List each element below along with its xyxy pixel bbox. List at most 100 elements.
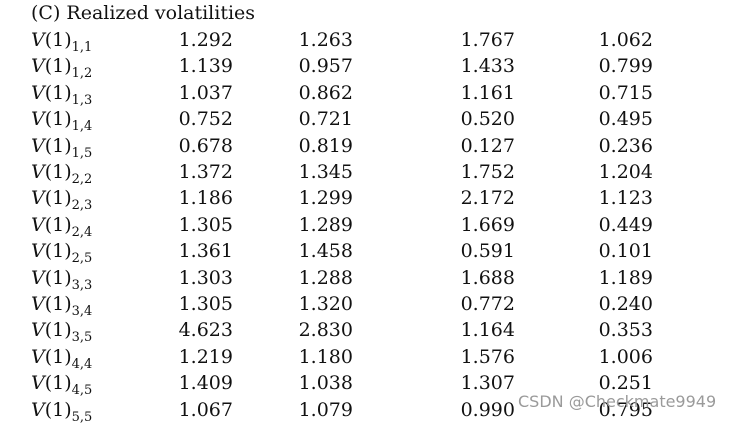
table-cell: 0.819: [298, 134, 353, 157]
table-cell: 1.292: [178, 29, 233, 51]
label-variable: V: [31, 240, 45, 263]
table-cell: 1.164: [460, 319, 515, 342]
table-cell: 0.795: [598, 398, 653, 421]
row-label: V(1)4,5: [31, 370, 93, 399]
row-label: V(1)2,2: [31, 159, 93, 187]
table-row: V(1)3,3 1.303 1.288 1.688 1.189: [0, 265, 735, 293]
table-cell: 0.990: [460, 398, 515, 421]
label-argument: (1): [44, 398, 72, 421]
row-label: V(1)5,5: [31, 397, 93, 425]
table-cell: 1.263: [298, 29, 353, 51]
table-cell: 0.449: [598, 213, 653, 236]
label-argument: (1): [44, 55, 72, 78]
table-row: V(1)3,5 4.623 2.830 1.164 0.353: [0, 317, 735, 344]
row-label: V(1)1,5: [31, 133, 93, 161]
label-variable: V: [31, 108, 45, 131]
table-cell: 4.623: [178, 319, 233, 342]
table-cell: 1.062: [598, 29, 653, 51]
label-subscript: 5,5: [71, 409, 93, 425]
section-heading: (C) Realized volatilities: [31, 2, 256, 24]
table-cell: 1.767: [460, 29, 515, 51]
table-cell: 0.678: [178, 134, 233, 157]
label-variable: V: [31, 266, 45, 289]
table-cell: 1.204: [598, 161, 653, 183]
table-cell: 1.299: [298, 187, 353, 210]
label-argument: (1): [44, 345, 72, 368]
table-cell: 0.495: [598, 108, 653, 131]
table-cell: 0.127: [460, 134, 515, 157]
table-row: V(1)3,4 1.305 1.320 0.772 0.240: [0, 291, 735, 319]
label-variable: V: [31, 161, 45, 183]
table-cell: 1.305: [178, 293, 233, 315]
table-cell: 1.067: [178, 398, 233, 421]
table-cell: 2.172: [460, 187, 515, 210]
table-cell: 1.433: [460, 55, 515, 78]
table-cell: 1.161: [460, 81, 515, 104]
label-subscript: 1,5: [71, 145, 93, 161]
table-cell: 1.345: [298, 161, 353, 183]
row-label: V(1)3,3: [31, 265, 93, 293]
table-row: V(1)1,3 1.037 0.862 1.161 0.715: [0, 80, 735, 107]
table-row: V(1)1,2 1.139 0.957 1.433 0.799: [0, 53, 735, 82]
table-cell: 1.669: [460, 213, 515, 236]
label-variable: V: [31, 398, 45, 421]
label-subscript: 4,4: [71, 356, 93, 372]
label-argument: (1): [44, 134, 72, 157]
label-argument: (1): [44, 240, 72, 263]
label-variable: V: [31, 81, 45, 104]
label-argument: (1): [44, 108, 72, 131]
table-cell: 0.101: [598, 240, 653, 263]
label-argument: (1): [44, 161, 72, 183]
label-variable: V: [31, 319, 45, 342]
label-variable: V: [31, 29, 45, 51]
table-cell: 1.189: [598, 266, 653, 289]
table-row: V(1)2,3 1.186 1.299 2.172 1.123: [0, 185, 735, 214]
table-cell: 1.576: [460, 345, 515, 368]
label-subscript: 2,3: [71, 198, 93, 214]
table-cell: 1.289: [298, 213, 353, 236]
label-argument: (1): [44, 29, 72, 51]
table-cell: 1.139: [178, 55, 233, 78]
table-cell: 0.251: [598, 372, 653, 395]
table-cell: 0.862: [298, 81, 353, 104]
row-label: V(1)2,3: [31, 185, 93, 214]
table-cell: 0.715: [598, 81, 653, 104]
row-label: V(1)2,4: [31, 212, 93, 240]
label-subscript: 2,4: [71, 224, 93, 240]
label-variable: V: [31, 372, 45, 395]
row-label: V(1)4,4: [31, 344, 93, 372]
row-label: V(1)1,3: [31, 80, 92, 107]
table-row: V(1)4,4 1.219 1.180 1.576 1.006: [0, 344, 735, 372]
table-cell: 0.772: [460, 293, 515, 315]
label-argument: (1): [44, 266, 72, 289]
table-row: V(1)2,5 1.361 1.458 0.591 0.101: [0, 238, 735, 265]
label-argument: (1): [44, 372, 72, 395]
table-cell: 0.957: [298, 55, 353, 78]
label-variable: V: [31, 213, 45, 236]
table-cell: 0.799: [598, 55, 653, 78]
table-cell: 0.520: [460, 108, 515, 131]
label-subscript: 4,5: [71, 383, 93, 399]
table-cell: 0.353: [598, 319, 653, 342]
table-cell: 1.320: [298, 293, 353, 315]
table-cell: 0.752: [178, 108, 233, 131]
table-cell: 1.307: [460, 372, 515, 395]
table-cell: 1.037: [178, 81, 233, 104]
table-row: V(1)2,4 1.305 1.289 1.669 0.449: [0, 212, 735, 240]
label-subscript: 3,3: [71, 277, 93, 293]
label-subscript: 1,2: [71, 66, 93, 82]
label-subscript: 2,2: [71, 172, 93, 187]
table-cell: 2.830: [298, 319, 353, 342]
label-subscript: 3,4: [71, 304, 93, 319]
watermark: CSDN @Checkmate9949: [518, 392, 717, 411]
table-row: V(1)2,2 1.372 1.345 1.752 1.204: [0, 159, 735, 187]
row-label: V(1)1,4: [31, 106, 92, 133]
table-row: V(1)4,5 1.409 1.038 1.307 0.251: [0, 370, 735, 399]
label-variable: V: [31, 345, 45, 368]
table-row: V(1)1,5 0.678 0.819 0.127 0.236: [0, 133, 735, 161]
table-cell: 1.752: [460, 161, 515, 183]
label-argument: (1): [44, 319, 72, 342]
table-cell: 0.591: [460, 240, 515, 263]
table-cell: 1.288: [298, 266, 353, 289]
